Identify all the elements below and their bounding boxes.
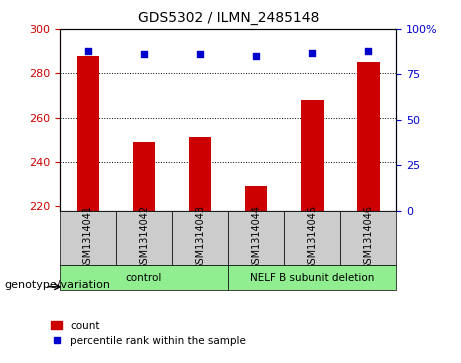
Bar: [77, 56, 99, 211]
Bar: [357, 62, 379, 211]
FancyBboxPatch shape: [228, 265, 396, 290]
Text: NELF B subunit deletion: NELF B subunit deletion: [250, 273, 374, 283]
FancyBboxPatch shape: [60, 265, 228, 290]
Text: control: control: [126, 273, 162, 283]
Bar: [189, 138, 211, 211]
Legend: count, percentile rank within the sample: count, percentile rank within the sample: [51, 321, 246, 346]
Text: GSM1314041: GSM1314041: [83, 205, 93, 270]
Point: [309, 50, 316, 56]
Text: GSM1314042: GSM1314042: [139, 205, 149, 270]
FancyBboxPatch shape: [116, 211, 172, 265]
Point: [196, 52, 204, 57]
Point: [84, 48, 92, 54]
Text: GSM1314045: GSM1314045: [307, 205, 317, 270]
Point: [365, 48, 372, 54]
FancyBboxPatch shape: [228, 211, 284, 265]
FancyBboxPatch shape: [340, 211, 396, 265]
Point: [140, 52, 148, 57]
Bar: [245, 186, 267, 211]
Text: genotype/variation: genotype/variation: [5, 280, 111, 290]
Bar: [133, 142, 155, 211]
Text: GSM1314044: GSM1314044: [251, 205, 261, 270]
Point: [253, 53, 260, 59]
FancyBboxPatch shape: [172, 211, 228, 265]
FancyBboxPatch shape: [284, 211, 340, 265]
Bar: [301, 100, 324, 211]
Text: GSM1314043: GSM1314043: [195, 205, 205, 270]
FancyBboxPatch shape: [60, 211, 116, 265]
Text: GSM1314046: GSM1314046: [363, 205, 373, 270]
Title: GDS5302 / ILMN_2485148: GDS5302 / ILMN_2485148: [137, 11, 319, 25]
